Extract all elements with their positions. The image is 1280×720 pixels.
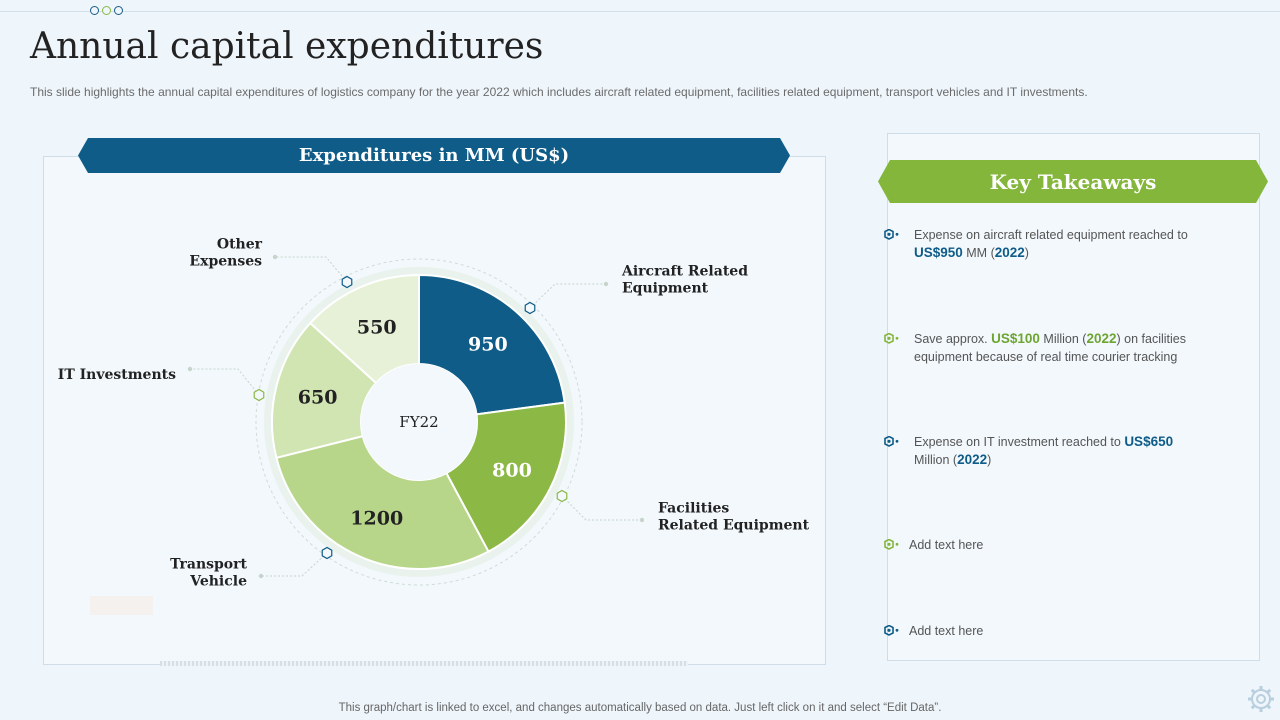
callout-line [561,495,642,521]
callout-dot [272,254,278,260]
takeaway-segment: ) [1024,246,1029,260]
takeaway-highlight: 2022 [994,245,1025,260]
callout-dot [603,281,609,287]
category-label: Related Equipment [658,518,810,534]
takeaway-highlight: 2022 [957,452,988,467]
takeaway-segment: ) [987,453,992,467]
category-label: Other [217,237,263,253]
takeaway-highlight: US$650 [1124,434,1174,449]
value-label: 800 [492,460,532,482]
callout-dot [187,366,193,372]
hexagon-green-icon [884,539,899,550]
takeaway-segment: Expense on aircraft related equipment re… [914,228,1188,242]
takeaway-segment: Add text here [909,538,984,552]
slice-facilities[interactable] [445,401,567,553]
callout-dot [258,573,264,579]
hexagon-blue-icon [884,436,899,447]
category-label: Aircraft Related [621,264,748,280]
hexagon-blue-icon [884,229,899,240]
callout-line [190,368,260,396]
hexagon-marker-icon [556,489,568,503]
takeaway-text: Add text here [909,536,1201,554]
value-label: 1200 [350,508,403,530]
dot-icon [102,6,111,15]
gear-icon[interactable] [1246,684,1276,714]
hexagon-blue-icon [884,625,899,636]
chart-banner: Expenditures in MM (US$) [78,138,790,173]
panel-shadow [160,661,688,666]
hexagon-marker-icon [321,546,333,560]
donut-hole [361,364,477,480]
takeaway-text: Expense on IT investment reached to US$6… [914,433,1206,469]
page-subtitle: This slide highlights the annual capital… [30,85,1088,99]
value-label: 950 [468,333,508,355]
hexagon-marker-icon [341,275,353,289]
category-label: Transport [170,557,247,573]
takeaway-highlight: 2022 [1086,331,1117,346]
footer-note: This graph/chart is linked to excel, and… [338,702,942,714]
placeholder-box [90,596,153,615]
takeaway-segment: Add text here [909,624,984,638]
category-label: Facilities [658,501,729,517]
takeaway-segment: Million ( [1039,332,1087,346]
callout-line [275,256,348,283]
donut-chart[interactable]: 950 800 1200 650 550 FY22 Aircraft RelatedEqui… [0,0,830,670]
value-label: 650 [298,387,338,409]
takeaway-segment: ) on facilities equipment because of rea… [914,332,1187,364]
decorative-dots [90,6,123,15]
takeaway-segment: Million ( [914,453,958,467]
category-label: Expenses [189,254,262,270]
hexagon-marker-icon [524,301,536,315]
dot-icon [90,6,99,15]
takeaway-highlight: US$950 [914,245,963,260]
category-label: Vehicle [189,574,247,590]
takeaway-text: Save approx. US$100 Million (2022) on fa… [914,330,1206,366]
callout-line [261,552,328,577]
donut-outer-ring [255,258,583,586]
center-label: FY22 [399,413,438,431]
category-label: Equipment [622,281,709,297]
page-title: Annual capital expenditures [30,26,544,67]
callout-dot [639,517,645,523]
takeaway-segment: Save approx. [914,332,992,346]
takeaway-segment: Expense on IT investment reached to [914,435,1125,449]
takeaway-text: Expense on aircraft related equipment re… [914,226,1206,262]
takeaway-text: Add text here [909,622,1201,640]
hexagon-green-icon [884,333,899,344]
hexagon-marker-icon [253,388,265,402]
callout-line [529,283,606,309]
value-label: 550 [357,316,397,338]
top-divider [0,11,1280,12]
takeaway-segment: MM ( [962,246,995,260]
takeaways-banner: Key Takeaways [878,160,1268,203]
takeaway-highlight: US$100 [991,331,1040,346]
category-label: IT Investments [58,367,176,383]
takeaways-panel [887,133,1260,661]
dot-icon [114,6,123,15]
